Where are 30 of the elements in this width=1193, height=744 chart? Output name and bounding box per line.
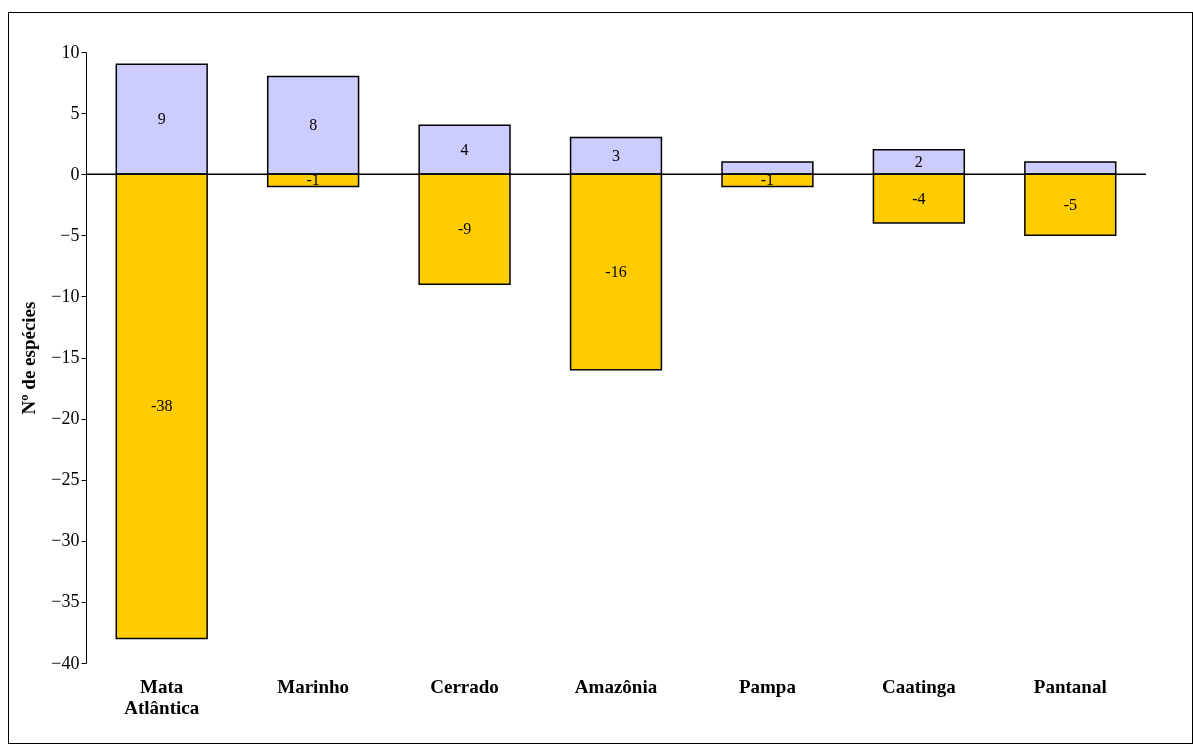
x-tick-label: Caatinga: [881, 675, 957, 697]
data-label: 4: [460, 140, 469, 158]
y-tick-label: −20: [51, 408, 80, 429]
data-label: -5: [1063, 195, 1077, 213]
y-tick-label: −35: [51, 591, 80, 612]
x-tick-label: Pampa: [738, 675, 797, 697]
data-label: 2: [914, 152, 923, 170]
data-label: 8: [309, 116, 318, 134]
data-label: -38: [151, 397, 173, 415]
y-tick-label: −40: [51, 652, 80, 673]
y-tick-label: −10: [51, 285, 80, 306]
data-label: -16: [605, 262, 627, 280]
data-label: 3: [612, 146, 620, 164]
y-tick-label: 5: [70, 102, 80, 123]
y-tick-label: −15: [51, 347, 80, 367]
x-tick-label: Mata Atlântica: [124, 675, 200, 718]
y-axis-title: Nº de espécies: [18, 301, 40, 415]
y-tick-label: −25: [51, 469, 80, 490]
x-tick-label: Pantanal: [1033, 675, 1107, 697]
y-tick-label: 0: [70, 163, 80, 184]
y-tick-label: −30: [51, 530, 80, 551]
y-tick-label: −5: [60, 224, 80, 245]
x-tick-label: Amazônia: [574, 675, 658, 697]
data-label: -9: [457, 220, 472, 238]
data-label: 9: [157, 110, 166, 128]
data-label: -4: [912, 189, 926, 207]
y-tick-label: 10: [61, 41, 80, 62]
data-label: -1: [760, 171, 775, 189]
x-tick-label: Marinho: [277, 675, 350, 697]
x-tick-label: Cerrado: [430, 675, 499, 697]
